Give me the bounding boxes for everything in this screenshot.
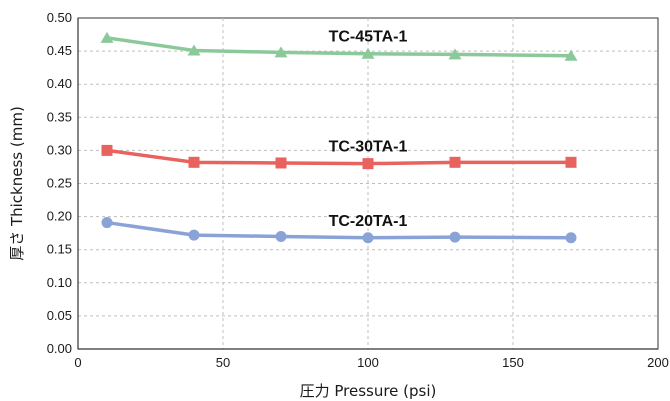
data-series [100,31,578,244]
x-tick-label: 150 [502,355,524,370]
y-tick-label: 0.35 [47,109,72,124]
y-tick-label: 0.45 [47,43,72,58]
y-axis-title: 厚さ Thickness (mm) [8,106,26,261]
data-point-triangle [448,48,462,60]
y-tick-label: 0.50 [47,10,72,25]
data-point-square [275,157,287,169]
data-point-square [101,144,113,156]
x-tick-label: 50 [216,355,230,370]
x-axis-title: 圧力 Pressure (psi) [300,382,437,400]
data-point-triangle [187,44,201,56]
series-line [106,148,571,166]
data-point-square [565,156,577,168]
axes [77,18,658,350]
data-point-circle [449,231,461,243]
x-tick-label: 100 [357,355,379,370]
series-labels: TC-45TA-1 TC-30TA-1 TC-20TA-1 [329,29,408,230]
x-tick-label: 200 [647,355,669,370]
data-point-triangle [361,47,375,59]
data-point-circle [101,217,113,229]
data-point-square [362,158,374,170]
y-tick-label: 0.10 [47,275,72,290]
tick-labels: 0.00 0.05 0.10 0.15 0.20 0.25 0.30 0.35 0.40 0.45… [47,10,669,370]
series-name-label: TC-45TA-1 [329,29,408,46]
data-point-square [449,156,461,168]
y-tick-label: 0.40 [47,76,72,91]
data-point-square [188,156,200,168]
y-tick-label: 0.05 [47,308,72,323]
y-tick-label: 0.20 [47,209,72,224]
series-line [106,220,572,240]
data-point-circle [362,232,374,244]
x-tick-label: 0 [74,355,81,370]
data-point-circle [275,230,287,242]
y-tick-label: 0.15 [47,242,72,257]
y-tick-label: 0.25 [47,176,72,191]
data-point-circle [565,232,577,244]
data-point-triangle [564,49,578,61]
data-point-triangle [100,31,114,43]
series-name-label: TC-20TA-1 [329,213,408,230]
y-tick-label: 0.30 [47,142,72,157]
series-line [106,36,572,58]
data-point-circle [188,229,200,241]
series-name-label: TC-30TA-1 [329,139,408,156]
data-point-triangle [274,46,288,58]
y-tick-label: 0.00 [47,341,72,356]
